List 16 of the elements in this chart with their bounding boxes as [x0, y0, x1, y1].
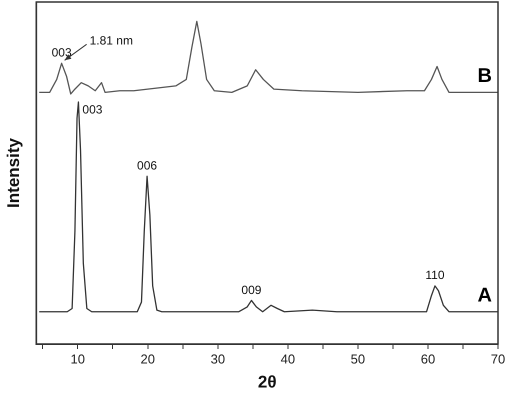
x-tick-label: 30	[210, 351, 226, 366]
annotation: 009	[241, 282, 262, 297]
annotation: 006	[137, 158, 158, 173]
series-label: A	[478, 284, 492, 306]
x-tick-label: 60	[420, 351, 436, 366]
annotation: 1.81 nm	[90, 34, 133, 48]
x-tick-label: 10	[70, 351, 85, 366]
x-tick-label: 50	[350, 351, 366, 366]
x-tick-label: 40	[280, 351, 296, 366]
x-axis-title: 2θ	[258, 372, 277, 392]
x-tick-label: 20	[140, 351, 156, 366]
y-axis-title: Intensity	[4, 138, 23, 208]
annotation: 110	[425, 268, 445, 282]
annotation: 003	[82, 102, 103, 116]
x-tick-label: 70	[490, 351, 506, 366]
series-label: B	[478, 64, 492, 87]
